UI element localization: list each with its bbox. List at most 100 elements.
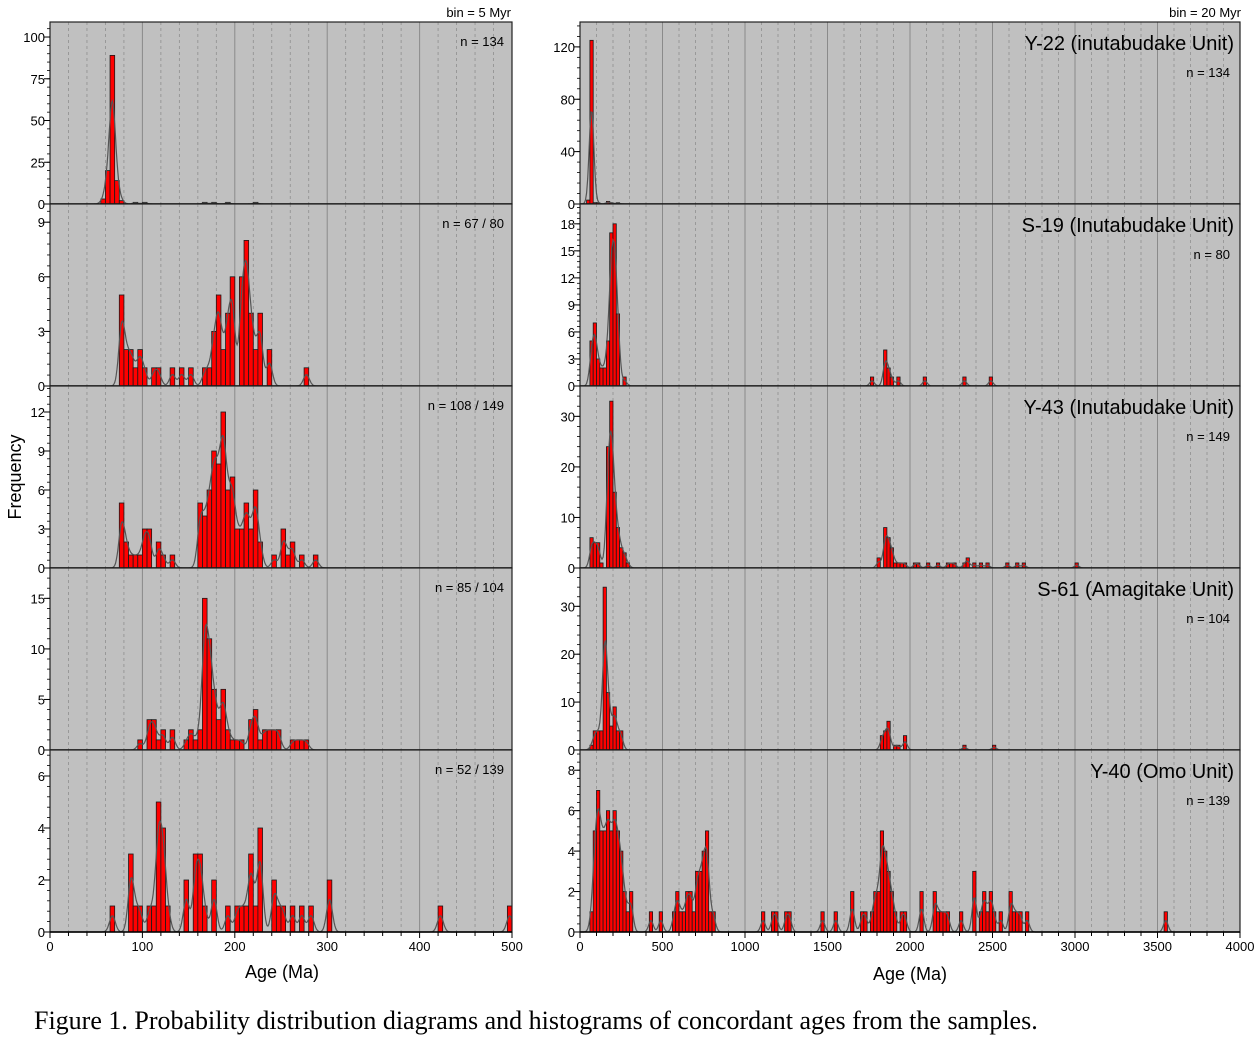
y-tick-label: 2 [568, 885, 575, 900]
sample-count-label: n = 52 / 139 [435, 762, 504, 777]
histogram-bar [675, 891, 680, 933]
histogram-bar [609, 725, 614, 751]
histogram-bar [252, 709, 259, 751]
histogram-bar [625, 911, 630, 933]
probability-density-curve [50, 819, 513, 933]
x-tick-label: 3500 [1143, 939, 1172, 954]
histogram-bar [257, 312, 263, 387]
histogram-bar [215, 719, 222, 751]
y-tick-label: 6 [38, 483, 45, 498]
sample-count-label: n = 67 / 80 [442, 216, 504, 231]
histogram-bar [599, 562, 604, 569]
panel-right-4: 0 10 20 30 S-61 (Amagitake Unit) n = 104 [561, 567, 1241, 758]
histogram-bar [188, 729, 194, 751]
y-tick-label: 3 [568, 352, 575, 367]
y-tick-label: 8 [568, 763, 575, 778]
histogram-bar [606, 810, 611, 933]
histogram-bar [982, 891, 987, 933]
histogram-bar [896, 562, 901, 569]
histogram-bar [155, 541, 162, 569]
histogram-bar [1011, 911, 1016, 933]
y-tick-label: 10 [561, 695, 575, 710]
histogram-bar [160, 554, 166, 569]
sample-count-label: n = 85 / 104 [435, 580, 504, 595]
histogram-bar [239, 905, 245, 933]
sample-count-label: n = 108 / 149 [428, 398, 504, 413]
histogram-bar [285, 554, 291, 569]
x-tick-label: 100 [132, 939, 154, 954]
histogram-bar [192, 739, 199, 751]
y-tick-label: 3 [38, 324, 45, 339]
sample-title: Y-43 (Inutabudake Unit) [1023, 397, 1234, 419]
histogram-bar [602, 830, 607, 933]
histogram-bar [123, 349, 129, 387]
histogram-bar [266, 729, 273, 751]
histogram-bar [705, 830, 710, 933]
x-tick-label: 300 [316, 939, 338, 954]
y-tick-label: 3 [38, 522, 45, 537]
y-tick-label: 6 [38, 769, 45, 784]
histogram-bar [691, 911, 696, 933]
histogram-bar [701, 850, 706, 933]
histogram-bar [619, 547, 624, 569]
panel-left-4: 0 5 10 15 n = 85 / 104 [31, 567, 513, 758]
x-tick-label: 1000 [731, 939, 760, 954]
y-tick-label: 20 [561, 647, 575, 662]
histogram-bar [202, 515, 208, 569]
x-tick-label: 2500 [978, 939, 1007, 954]
y-tick-label: 20 [561, 460, 575, 475]
histogram-bar [132, 554, 139, 569]
histogram-bar [234, 528, 240, 569]
sample-count-label: n = 149 [1186, 429, 1230, 444]
histogram-bar [137, 349, 143, 387]
histogram-bar [220, 349, 226, 387]
y-tick-label: 0 [568, 743, 575, 758]
histogram-bar [160, 729, 166, 751]
y-tick-label: 80 [561, 92, 575, 107]
y-tick-label: 120 [553, 40, 575, 55]
histogram-bar [612, 706, 617, 751]
sample-count-label: n = 139 [1186, 793, 1230, 808]
histogram-bar [294, 739, 300, 751]
y-tick-label: 6 [38, 270, 45, 285]
sample-count-label: n = 134 [1186, 65, 1230, 80]
y-tick-label: 12 [31, 405, 45, 420]
panel-right-5: 0 2 4 6 8 0 500 1000 1500 2000 2500 3000 3500 4000 Y-4… [568, 749, 1255, 954]
histogram-bar [197, 729, 203, 751]
histogram-bar [1015, 911, 1020, 933]
y-tick-label: 0 [38, 743, 45, 758]
left-bin-label: bin = 5 Myr [446, 5, 511, 20]
y-tick-label: 0 [568, 925, 575, 940]
histogram-bar [252, 489, 259, 569]
histogram-bar [596, 358, 601, 387]
histogram-bar [229, 276, 236, 387]
y-tick-label: 30 [561, 599, 575, 614]
sample-count-label: n = 80 [1193, 247, 1230, 262]
histogram-bar [128, 554, 134, 569]
histogram-bar [942, 911, 947, 933]
histogram-bar [599, 367, 604, 387]
y-tick-label: 40 [561, 145, 575, 160]
y-tick-label: 18 [561, 217, 575, 232]
histogram-bar [615, 830, 620, 933]
histogram-bar [289, 905, 296, 933]
x-tick-label: 4000 [1226, 939, 1255, 954]
y-tick-label: 10 [561, 510, 575, 525]
histogram-bar [289, 541, 296, 569]
plot-background [50, 568, 512, 750]
histogram-bar [141, 367, 148, 387]
histogram-bar [599, 830, 604, 933]
sample-count-label: n = 134 [460, 34, 504, 49]
figure-caption: Figure 1. Probability distribution diagr… [34, 1006, 1038, 1035]
sample-title: Y-40 (Omo Unit) [1090, 761, 1234, 783]
y-tick-label: 100 [23, 30, 45, 45]
histogram-bar [257, 739, 263, 751]
y-tick-label: 6 [568, 804, 575, 819]
y-tick-label: 4 [568, 844, 575, 859]
x-tick-label: 400 [409, 939, 431, 954]
x-tick-label: 500 [501, 939, 523, 954]
histogram-bar [985, 911, 990, 933]
panel-left-5: 0 2 4 6 0 100 200 300 400 500 n = 52 / 139 [38, 749, 523, 954]
histogram-bar [220, 411, 226, 569]
x-tick-label: 3000 [1061, 939, 1090, 954]
